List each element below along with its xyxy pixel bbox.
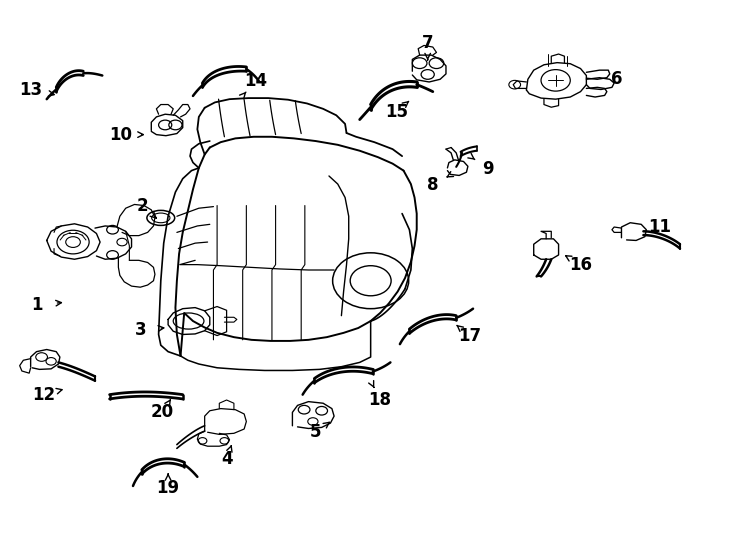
Text: 14: 14	[244, 72, 267, 90]
Text: 2: 2	[137, 197, 148, 214]
Text: 11: 11	[648, 218, 671, 236]
Text: 4: 4	[221, 450, 233, 468]
Text: 17: 17	[458, 327, 481, 345]
Text: 5: 5	[310, 423, 321, 441]
Text: 1: 1	[31, 296, 43, 314]
Text: 7: 7	[422, 35, 434, 52]
Text: 3: 3	[134, 321, 146, 339]
Text: 20: 20	[150, 403, 174, 421]
Text: 9: 9	[482, 160, 493, 178]
Text: 6: 6	[611, 70, 623, 88]
Text: 10: 10	[109, 126, 132, 144]
Text: 12: 12	[32, 386, 55, 403]
Text: 16: 16	[569, 255, 592, 274]
Text: 15: 15	[385, 103, 408, 120]
Text: 19: 19	[156, 478, 180, 497]
Text: 13: 13	[19, 81, 42, 99]
Text: 8: 8	[427, 176, 438, 194]
Text: 18: 18	[368, 391, 392, 409]
